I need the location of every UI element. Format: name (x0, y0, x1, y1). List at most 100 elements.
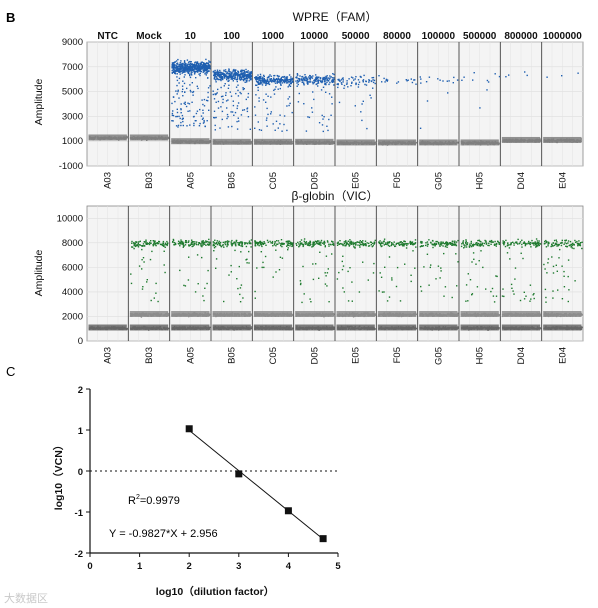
chart-a-droplet (218, 76, 221, 78)
chart-a-droplet (317, 85, 319, 87)
chart-a-droplet (190, 67, 192, 69)
chart-a-droplet (316, 78, 319, 80)
chart-a-droplet (245, 81, 248, 83)
chart-a-droplet (290, 82, 292, 85)
chart-a-droplet (182, 69, 185, 72)
chart-a-droplet (201, 66, 204, 69)
chart-a-droplet (232, 80, 234, 82)
chart-a-droplet (283, 81, 285, 83)
chart-a-droplet (312, 91, 314, 93)
chart-a-droplet (282, 79, 284, 81)
chart-a-droplet (296, 74, 299, 76)
chart-a-droplet (337, 78, 339, 81)
chart-a-droplet (195, 77, 197, 79)
chart-a-droplet (524, 71, 526, 73)
chart-a-droplet (204, 67, 206, 70)
chart-a-droplet (213, 71, 215, 73)
chart-a-droplet (193, 63, 196, 65)
chart-a-droplet (202, 66, 204, 69)
chart-a-droplet (230, 111, 232, 113)
chart-a-droplet (337, 83, 339, 85)
chart-a-droplet-cluster (419, 76, 459, 129)
chart-a-droplet (227, 116, 229, 118)
chart-a-droplet (374, 141, 377, 143)
chart-a-droplet (298, 78, 300, 80)
chart-a-droplet (332, 81, 335, 83)
chart-a-droplet (303, 78, 305, 80)
chart-a-droplet (203, 98, 206, 101)
chart-a-droplet (244, 77, 246, 79)
chart-a-droplet (202, 62, 205, 64)
chart-a-droplet (225, 75, 228, 77)
chart-a-droplet (270, 96, 272, 98)
chart-a-droplet (184, 65, 186, 67)
chart-a-droplet (301, 76, 303, 78)
chart-a-droplet (365, 80, 367, 82)
chart-a-droplet (289, 79, 292, 82)
chart-a-droplet (247, 70, 249, 72)
chart-a-droplet (338, 79, 340, 82)
chart-a-droplet (362, 80, 364, 82)
chart-a-droplet (218, 78, 220, 81)
chart-a-column-label: Mock (136, 31, 162, 42)
chart-a-droplet (296, 79, 299, 82)
chart-a-droplet (184, 101, 186, 103)
chart-a-droplet (240, 114, 243, 116)
chart-a-droplet (196, 85, 198, 87)
chart-a-droplet (486, 89, 488, 91)
chart-a-droplet (232, 75, 234, 77)
chart-a-droplet (186, 125, 188, 127)
chart-a-droplet (197, 70, 199, 72)
chart-a-droplet (350, 76, 353, 78)
chart-a-droplet (178, 69, 180, 71)
chart-a-droplet (357, 79, 360, 81)
chart-a-droplet (288, 104, 290, 107)
chart-a-droplet (259, 77, 261, 80)
chart-a-droplet (219, 69, 221, 72)
chart-a-droplet (261, 82, 263, 84)
chart-a-droplet (194, 72, 196, 74)
chart-a-droplet (242, 87, 244, 89)
chart-a-droplet (254, 114, 257, 116)
chart-a-droplet (249, 128, 251, 130)
chart-a-droplet-band (543, 136, 582, 143)
chart-a-droplet (215, 81, 217, 83)
chart-a-droplet (414, 79, 416, 81)
chart-a-droplet (203, 119, 205, 122)
chart-a-droplet (357, 86, 360, 88)
chart-a-droplet (326, 79, 329, 81)
chart-a-droplet (318, 76, 320, 78)
chart-a-droplet (262, 79, 264, 82)
chart-a-droplet (385, 79, 387, 81)
chart-a-droplet (182, 124, 184, 127)
chart-a-droplet (326, 75, 328, 77)
chart-a-droplet (214, 74, 217, 76)
chart-a-droplet (184, 66, 186, 68)
chart-a-droplet (306, 81, 308, 83)
chart-a-droplet (189, 84, 191, 86)
chart-a-droplet (214, 93, 216, 95)
chart-a-droplet (233, 73, 235, 75)
chart-a-droplet-cluster (171, 58, 211, 128)
chart-a-droplet (287, 98, 289, 100)
chart-a-droplet (312, 81, 314, 83)
chart-a-droplet (203, 105, 206, 107)
chart-a-droplet (178, 77, 181, 80)
chart-a-droplet (289, 102, 291, 105)
chart-b-droplet-band (336, 324, 375, 331)
chart-a-droplet (300, 78, 303, 80)
chart-a-droplet (296, 73, 299, 75)
chart-a-droplet (237, 74, 239, 77)
chart-a-droplet (249, 78, 251, 81)
chart-a-droplet (175, 69, 177, 71)
chart-a-droplet (213, 78, 216, 80)
chart-a-droplet (201, 64, 203, 66)
chart-a-droplet (258, 77, 260, 79)
chart-a-droplet (184, 69, 186, 71)
chart-a-droplet (181, 114, 184, 117)
chart-a-droplet (172, 67, 174, 69)
chart-a-droplet (209, 85, 211, 87)
chart-a-droplet (228, 69, 230, 71)
chart-a-droplet (189, 66, 191, 69)
chart-a-droplet (270, 78, 273, 80)
